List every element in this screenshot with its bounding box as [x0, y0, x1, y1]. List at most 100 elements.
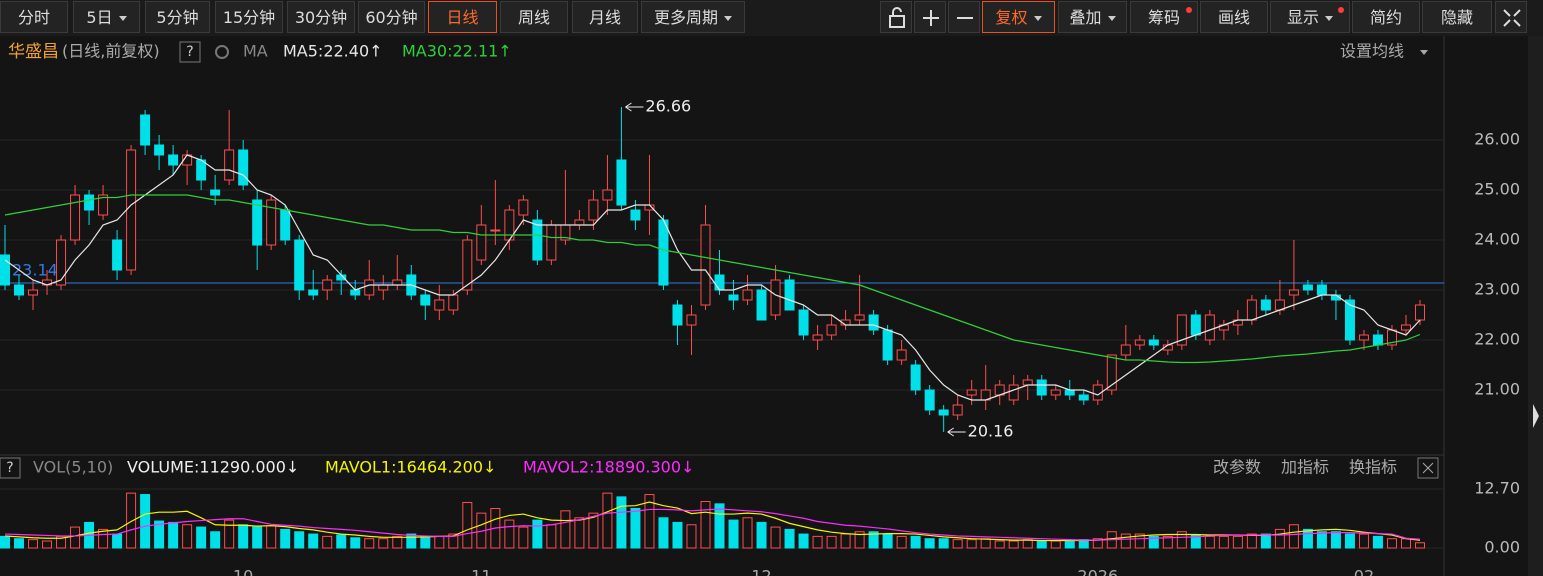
candle-body: [0, 254, 10, 286]
action[interactable]: 改参数: [1213, 458, 1261, 477]
icon: [957, 17, 973, 19]
candle-body: [868, 314, 879, 331]
help[interactable]: ?: [6, 460, 13, 476]
ma-line: [4, 154, 1421, 401]
candle-body: [910, 364, 921, 391]
volume-bar: [462, 501, 473, 549]
candle-body: [476, 224, 487, 261]
toolbar-button[interactable]: 日线: [428, 1, 497, 33]
toolbar-button[interactable]: 30分钟: [287, 1, 355, 33]
toolbar-button[interactable]: 隐藏: [1422, 1, 1492, 33]
candle-body: [168, 154, 179, 166]
fullscreen-button[interactable]: [1495, 1, 1527, 33]
vol-name: VOL(5,10): [33, 458, 113, 477]
toolbar-button[interactable]: 5日: [73, 1, 140, 33]
candle-body: [1400, 324, 1411, 331]
candle-body: [490, 229, 501, 232]
action[interactable]: 加指标: [1281, 458, 1329, 477]
help[interactable]: ?: [186, 44, 193, 60]
candle-body: [224, 149, 235, 181]
volume-bar: [1218, 535, 1229, 549]
candle-body: [728, 294, 739, 301]
plus-button[interactable]: [914, 1, 946, 33]
volume-bar: [322, 535, 333, 549]
close-box[interactable]: [1417, 457, 1439, 479]
collapse-arrow[interactable]: [1533, 404, 1539, 428]
toolbar-button[interactable]: 5分钟: [145, 1, 210, 33]
candle-body: [882, 329, 893, 361]
volume-bar: [1316, 531, 1327, 549]
candle-body: [546, 224, 557, 261]
close-icon[interactable]: [1422, 462, 1434, 474]
toolbar-button[interactable]: 叠加: [1058, 1, 1127, 33]
toolbar-button[interactable]: 月线: [572, 1, 638, 33]
action[interactable]: 换指标: [1349, 458, 1397, 477]
stock-name: 华盛昌: [8, 42, 59, 62]
icon: [889, 7, 905, 28]
ma-settings[interactable]: 设置均线: [1340, 42, 1404, 61]
volume-bar: [672, 521, 683, 549]
minus-button[interactable]: [948, 1, 980, 33]
candle-body: [140, 114, 151, 146]
volume-bar: [378, 538, 389, 549]
candle-body: [1246, 299, 1257, 321]
volume-bar: [1344, 533, 1355, 549]
candle-body: [294, 239, 305, 291]
candle-body: [1372, 334, 1383, 346]
toolbar-button[interactable]: 简约: [1352, 1, 1420, 33]
volume-bar: [406, 533, 417, 549]
candle-body: [1288, 289, 1299, 296]
volume-bar: [560, 510, 571, 549]
candle-body: [700, 224, 711, 306]
scrollbar[interactable]: [1528, 36, 1543, 576]
toolbar-button[interactable]: 复权: [982, 1, 1055, 33]
volume-bar: [1134, 533, 1145, 549]
toolbar-button[interactable]: 周线: [500, 1, 568, 33]
y-tick-label: 23.00: [1474, 280, 1520, 299]
toolbar-button[interactable]: 更多周期: [641, 1, 745, 33]
ma-line: [4, 501, 1421, 542]
candle-body: [252, 199, 263, 246]
volume-bar: [1036, 540, 1047, 549]
candle-body: [938, 409, 949, 416]
help-box[interactable]: [179, 41, 201, 63]
volume-bar: [574, 517, 585, 549]
volume-bar: [350, 537, 361, 549]
volume-bar: [882, 533, 893, 549]
help-box[interactable]: [0, 457, 21, 479]
y-tick-label: 21.00: [1474, 380, 1520, 399]
volume-bar: [952, 539, 963, 549]
toolbar-button[interactable]: 画线: [1200, 1, 1268, 33]
candle-body: [1064, 389, 1075, 396]
gear-icon[interactable]: [215, 45, 229, 59]
volume-bar: [182, 524, 193, 549]
v-tick-label: 0.00: [1484, 538, 1520, 557]
candle-body: [308, 289, 319, 296]
candle-body: [1120, 344, 1131, 356]
toolbar-button[interactable]: 显示: [1270, 1, 1350, 33]
volume-bar: [1064, 540, 1075, 549]
candle-body: [658, 219, 669, 286]
annotation: 20.16: [968, 422, 1014, 441]
volume-bar: [546, 524, 557, 549]
volume-bar: [966, 539, 977, 549]
volume-bar: [728, 519, 739, 549]
volume-bar: [280, 528, 291, 549]
toolbar-button[interactable]: 分时: [0, 1, 68, 33]
volume-bar: [1400, 538, 1411, 549]
toolbar-button[interactable]: 15分钟: [215, 1, 283, 33]
candle-body: [1358, 334, 1369, 341]
volume-bar: [924, 538, 935, 549]
volume-bar: [336, 534, 347, 549]
candle-body: [826, 324, 837, 336]
candle-body: [1078, 394, 1089, 401]
candle-body: [756, 289, 767, 321]
lock-button[interactable]: [880, 1, 912, 33]
volume-bar: [1232, 535, 1243, 549]
toolbar-button[interactable]: 筹码: [1130, 1, 1198, 33]
toolbar-button[interactable]: 60分钟: [358, 1, 425, 33]
volume-bar: [714, 503, 725, 549]
volume-bar: [28, 539, 39, 549]
